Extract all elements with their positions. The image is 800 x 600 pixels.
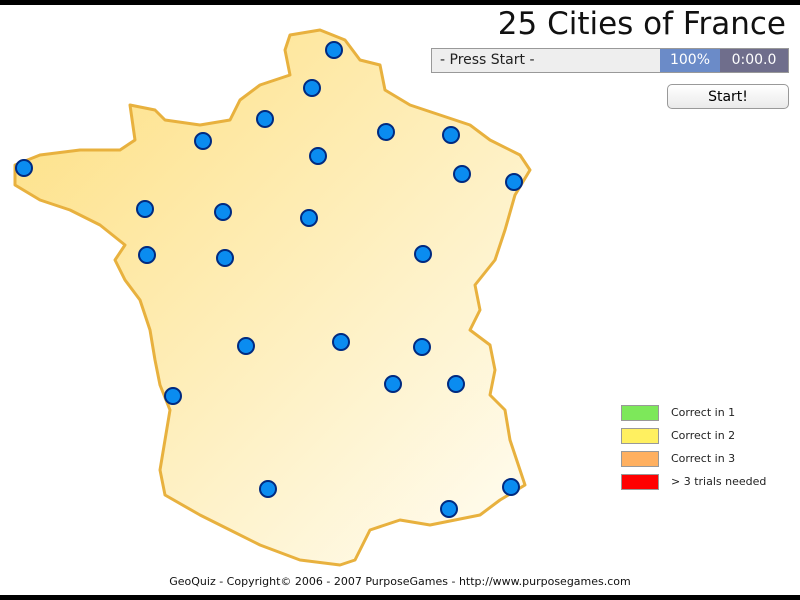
france-outline xyxy=(13,28,532,567)
city-marker[interactable] xyxy=(453,165,471,183)
legend-item: Correct in 2 xyxy=(621,424,766,447)
score-percent: 100% xyxy=(660,49,720,72)
city-marker[interactable] xyxy=(256,110,274,128)
city-marker[interactable] xyxy=(377,123,395,141)
status-bar: - Press Start - 100% 0:00.0 xyxy=(431,48,789,73)
city-marker[interactable] xyxy=(138,246,156,264)
legend-label: Correct in 2 xyxy=(671,429,736,442)
city-marker[interactable] xyxy=(194,132,212,150)
footer: GeoQuiz - Copyright© 2006 - 2007 Purpose… xyxy=(169,575,631,588)
city-marker[interactable] xyxy=(237,337,255,355)
city-marker[interactable] xyxy=(505,173,523,191)
legend-swatch xyxy=(621,473,659,490)
city-marker[interactable] xyxy=(216,249,234,267)
timer: 0:00.0 xyxy=(720,49,788,72)
legend-swatch xyxy=(621,450,659,467)
city-marker[interactable] xyxy=(136,200,154,218)
legend-swatch xyxy=(621,404,659,421)
start-button[interactable]: Start! xyxy=(667,84,789,109)
city-marker[interactable] xyxy=(15,159,33,177)
legend-swatch xyxy=(621,427,659,444)
city-marker[interactable] xyxy=(332,333,350,351)
legend: Correct in 1 Correct in 2 Correct in 3 >… xyxy=(621,401,766,493)
status-message: - Press Start - xyxy=(432,49,660,72)
city-marker[interactable] xyxy=(300,209,318,227)
city-marker[interactable] xyxy=(309,147,327,165)
city-marker[interactable] xyxy=(384,375,402,393)
city-marker[interactable] xyxy=(440,500,458,518)
city-marker[interactable] xyxy=(259,480,277,498)
legend-label: Correct in 3 xyxy=(671,452,736,465)
legend-item: > 3 trials needed xyxy=(621,470,766,493)
city-marker[interactable] xyxy=(442,126,460,144)
city-marker[interactable] xyxy=(447,375,465,393)
legend-label: Correct in 1 xyxy=(671,406,736,419)
legend-item: Correct in 1 xyxy=(621,401,766,424)
bottom-border xyxy=(0,595,800,600)
legend-label: > 3 trials needed xyxy=(671,475,767,488)
city-marker[interactable] xyxy=(413,338,431,356)
legend-item: Correct in 3 xyxy=(621,447,766,470)
city-marker[interactable] xyxy=(414,245,432,263)
city-marker[interactable] xyxy=(164,387,182,405)
city-marker[interactable] xyxy=(214,203,232,221)
city-marker[interactable] xyxy=(303,79,321,97)
city-marker[interactable] xyxy=(502,478,520,496)
page-title: 25 Cities of France xyxy=(497,6,786,42)
city-marker[interactable] xyxy=(325,41,343,59)
top-border xyxy=(0,0,800,5)
